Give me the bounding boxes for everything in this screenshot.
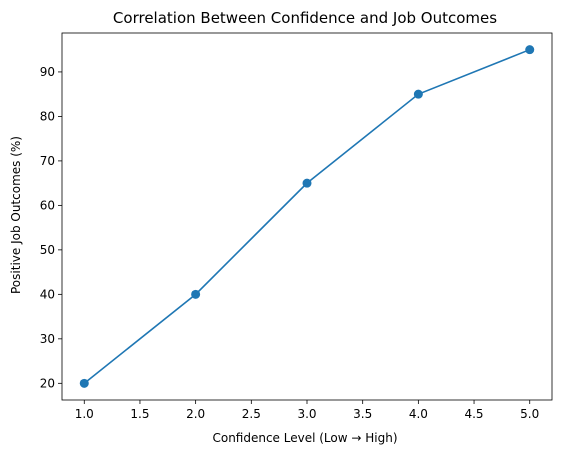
x-tick-label: 5.0 <box>520 407 539 421</box>
y-axis-label: Positive Job Outcomes (%) <box>9 136 23 294</box>
x-tick-label: 2.5 <box>242 407 261 421</box>
y-tick-label: 60 <box>40 198 55 212</box>
data-point <box>525 45 535 55</box>
x-tick-label: 3.5 <box>353 407 372 421</box>
y-tick-label: 40 <box>40 287 55 301</box>
x-tick-label: 2.0 <box>186 407 205 421</box>
y-tick-label: 30 <box>40 332 55 346</box>
x-tick-label: 1.0 <box>75 407 94 421</box>
y-tick-label: 70 <box>40 154 55 168</box>
chart-title: Correlation Between Confidence and Job O… <box>113 9 497 27</box>
x-tick-label: 1.5 <box>130 407 149 421</box>
x-axis-label: Confidence Level (Low → High) <box>212 431 397 445</box>
data-point <box>413 89 423 99</box>
data-point <box>79 378 89 388</box>
x-tick-label: 3.0 <box>297 407 316 421</box>
plot-area: 1.0 1.5 2.0 2.5 3.0 3.5 4.0 4.5 5.0 20 30 40 50 60 70 8… <box>40 32 553 421</box>
data-point <box>302 178 312 188</box>
y-tick-label: 80 <box>40 109 55 123</box>
y-tick-label: 90 <box>40 65 55 79</box>
y-tick-label: 50 <box>40 243 55 257</box>
x-tick-label: 4.5 <box>464 407 483 421</box>
x-tick-label: 4.0 <box>409 407 428 421</box>
data-point <box>191 289 201 299</box>
y-tick-label: 20 <box>40 376 55 390</box>
